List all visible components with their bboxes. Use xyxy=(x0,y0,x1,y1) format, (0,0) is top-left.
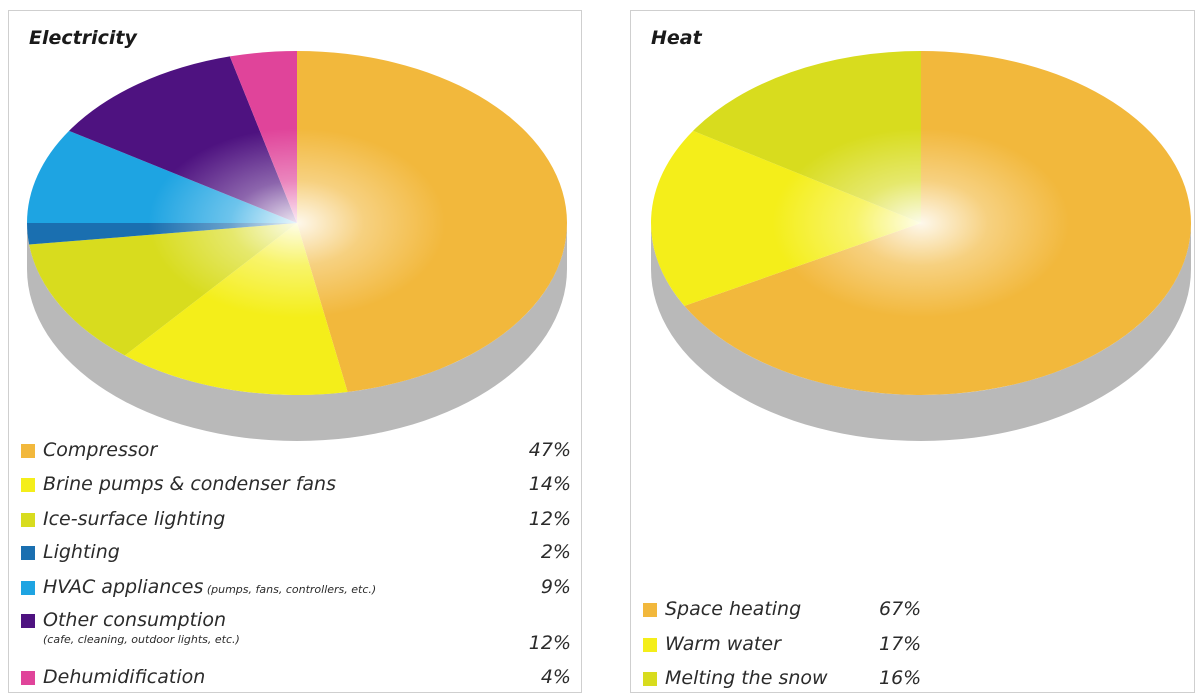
legend-value: 9% xyxy=(540,576,571,598)
legend-swatch xyxy=(21,478,35,492)
legend-swatch xyxy=(21,614,35,628)
electricity-panel: Electricity Compressor 47% Brine pumps & c… xyxy=(8,10,582,693)
legend-label-text: Ice-surface lighting xyxy=(43,508,226,530)
legend-label: Compressor xyxy=(43,439,157,461)
legend-swatch xyxy=(21,581,35,595)
legend-swatch xyxy=(21,671,35,685)
legend-swatch xyxy=(643,672,657,686)
legend-value: 12% xyxy=(528,632,571,654)
legend-value: 4% xyxy=(540,666,571,688)
legend-label: Space heating xyxy=(665,598,801,620)
legend-label: Warm water xyxy=(665,633,781,655)
legend-swatch xyxy=(643,603,657,617)
legend-label: Ice-surface lighting xyxy=(43,508,225,530)
heat-panel: Heat Space heating 67% Warm water 17% Meltin… xyxy=(630,10,1195,693)
pie-side xyxy=(651,223,1191,441)
legend-label: Brine pumps & condenser fans xyxy=(43,473,336,495)
legend-swatch xyxy=(643,638,657,652)
legend-swatch xyxy=(21,444,35,458)
legend-label-text: Lighting xyxy=(43,541,120,563)
legend-label: Lighting xyxy=(43,541,120,563)
legend-label-text: Space heating xyxy=(665,598,802,620)
legend-label: Dehumidification xyxy=(43,666,205,688)
legend-label-text: Melting the snow xyxy=(665,667,828,689)
legend-label: Melting the snow xyxy=(665,667,828,689)
legend-value: 2% xyxy=(540,541,571,563)
legend-swatch xyxy=(21,513,35,527)
legend-label-text: Dehumidification xyxy=(43,666,206,688)
heat-pie xyxy=(651,51,1191,441)
legend-label-text: HVAC appliances xyxy=(43,576,204,598)
legend-value: 67% xyxy=(879,598,922,620)
legend-value: 14% xyxy=(528,473,571,495)
legend-label: Other consumption (cafe, cleaning, outdoo… xyxy=(43,609,240,646)
legend-note: (pumps, fans, controllers, etc.) xyxy=(203,583,377,596)
legend-note: (cafe, cleaning, outdoor lights, etc.) xyxy=(43,633,240,646)
legend-label-text: Other consumption xyxy=(43,609,227,631)
heat-title: Heat xyxy=(651,27,702,49)
pie-side xyxy=(27,223,567,441)
pie-highlight xyxy=(148,128,446,318)
legend-value: 47% xyxy=(528,439,571,461)
pie-highlight xyxy=(772,128,1070,318)
legend-label-text: Warm water xyxy=(665,633,781,655)
legend-label-text: Compressor xyxy=(43,439,158,461)
legend-swatch xyxy=(21,546,35,560)
legend-label-text: Brine pumps & condenser fans xyxy=(43,473,336,495)
legend-value: 12% xyxy=(528,508,571,530)
electricity-title: Electricity xyxy=(29,27,137,49)
electricity-pie xyxy=(27,51,568,441)
legend-value: 17% xyxy=(879,633,922,655)
legend-label: HVAC appliances (pumps, fans, controller… xyxy=(43,576,376,598)
legend-value: 16% xyxy=(879,667,922,689)
